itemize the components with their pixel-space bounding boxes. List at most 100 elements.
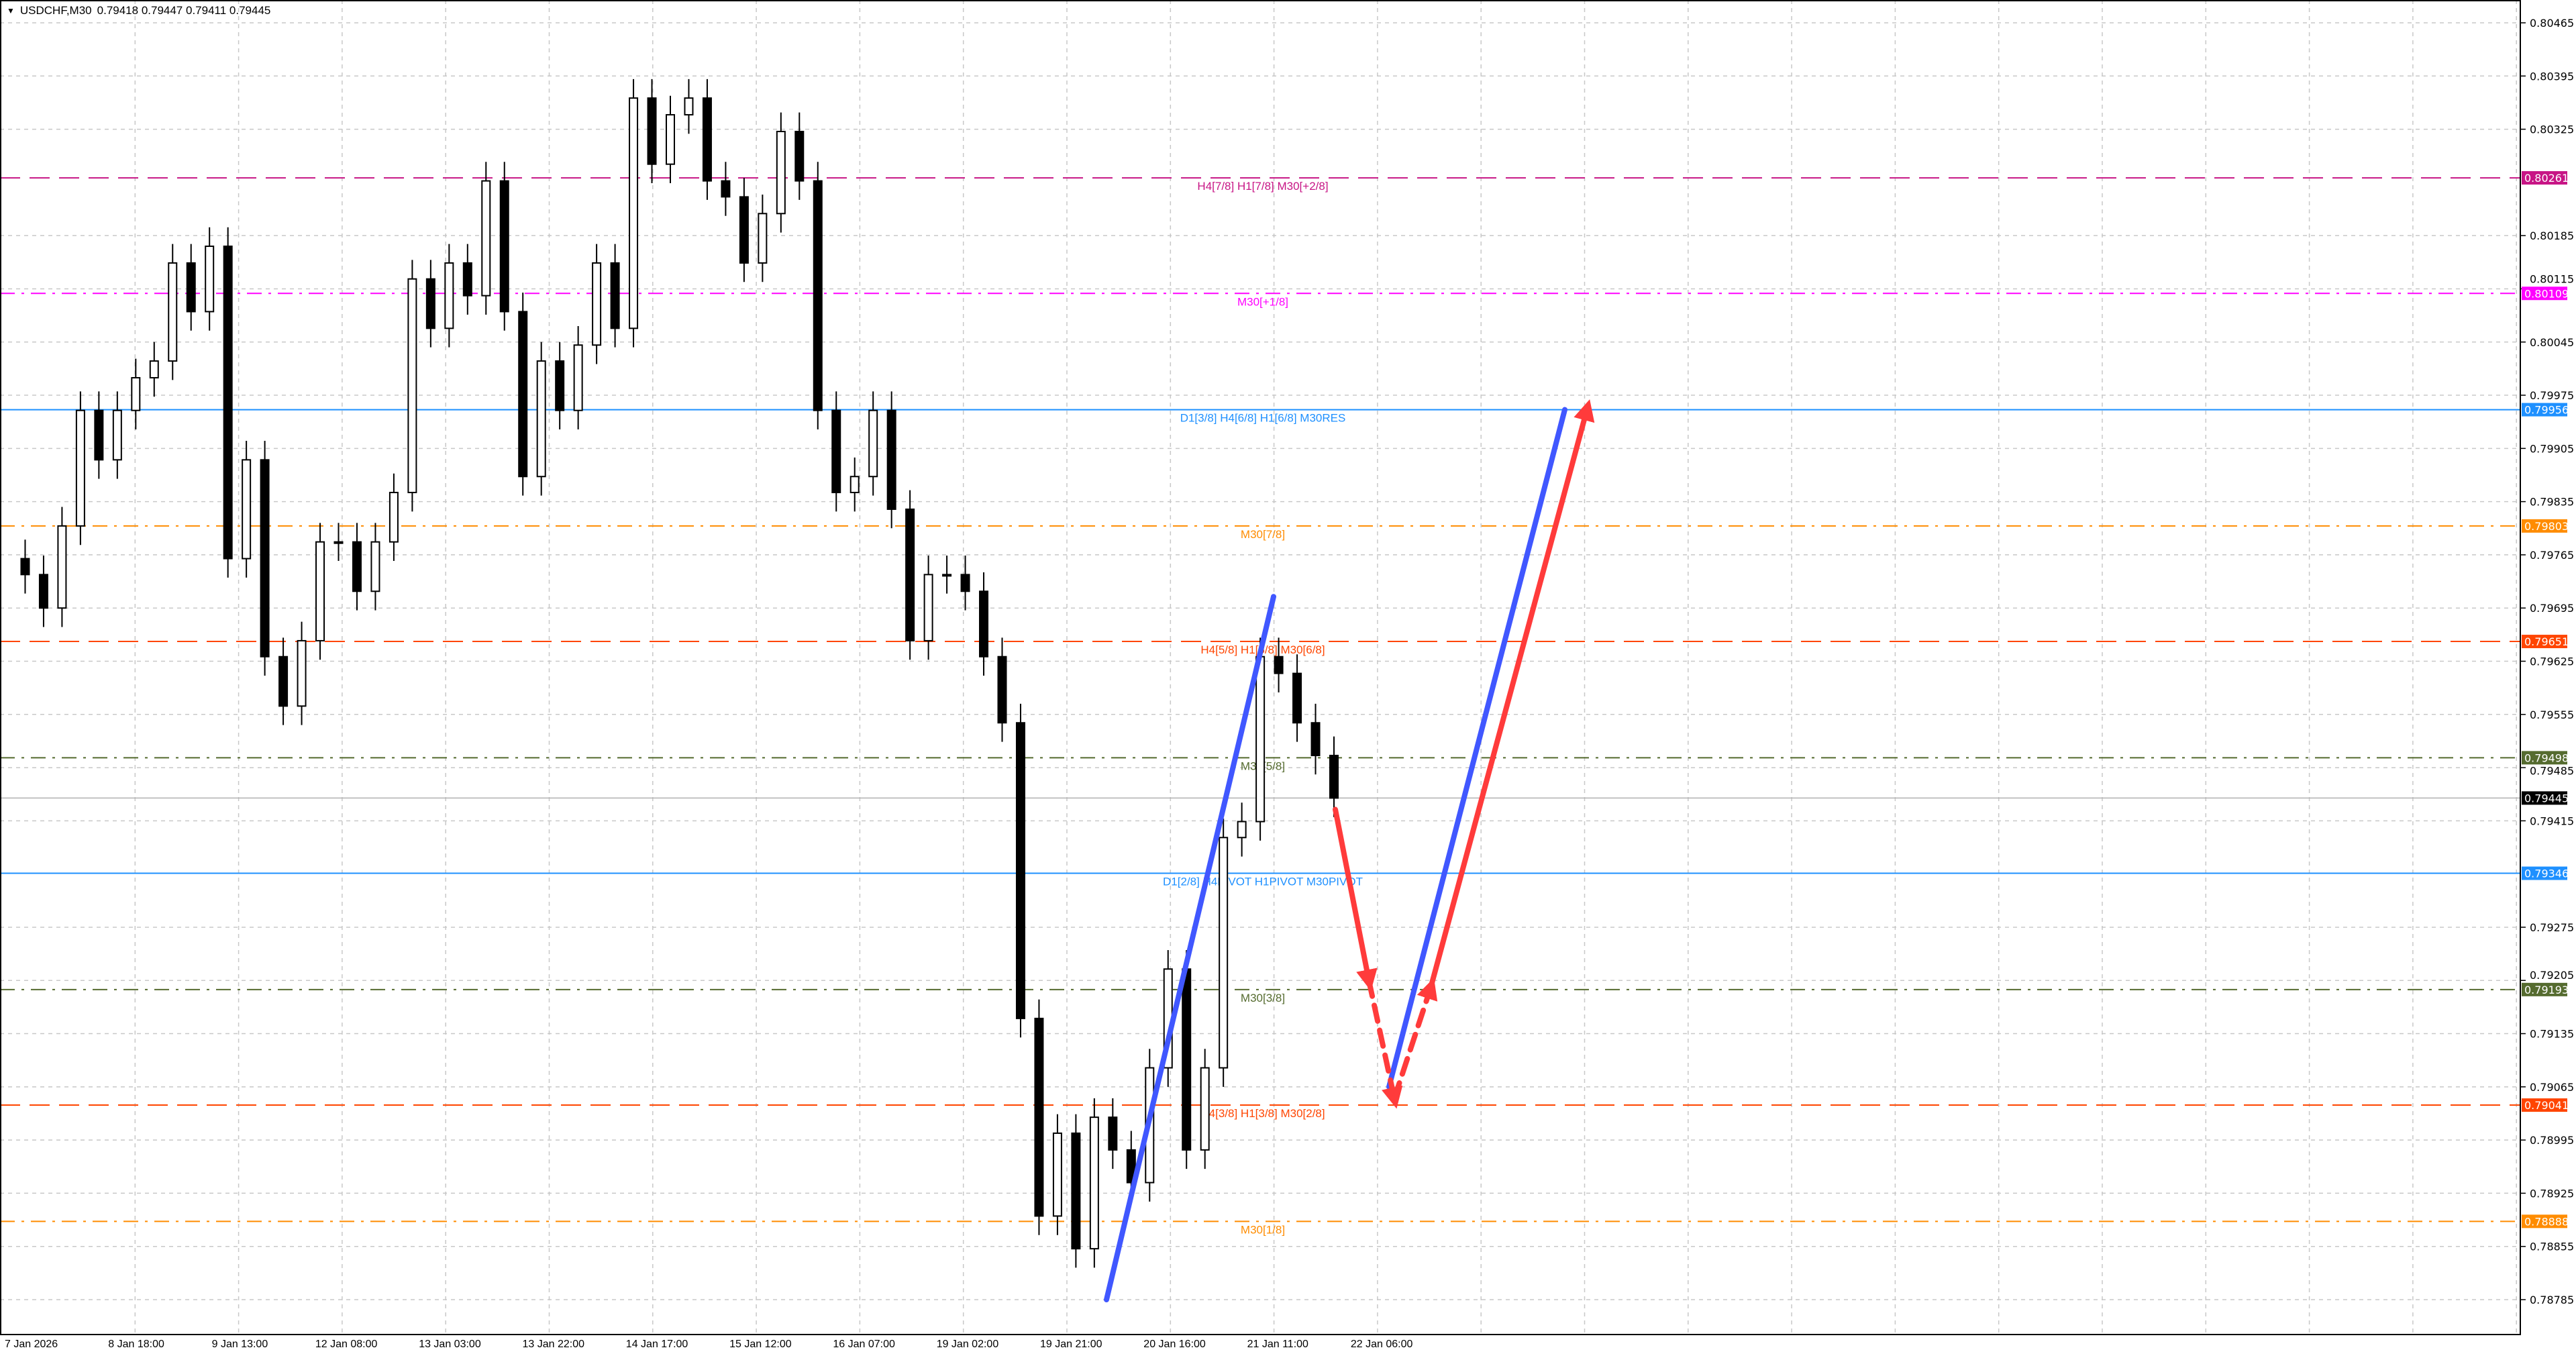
candle-body [38, 574, 48, 609]
level-price-label: 0.80109 [2524, 287, 2569, 300]
level-price-label: 0.79498 [2524, 751, 2569, 764]
level-label: M30[+1/8] [1237, 295, 1288, 308]
current-price-label: 0.79445 [2524, 792, 2569, 804]
candle-body [886, 409, 896, 510]
collapse-triangle-icon[interactable]: ▼ [7, 6, 15, 15]
time-tick-label: 20 Jan 16:00 [1143, 1339, 1206, 1350]
plot-border [0, 0, 2521, 1335]
price-tick-label: 0.78855 [2530, 1241, 2574, 1253]
level-price-badge [2522, 635, 2567, 649]
price-tick-label: 0.80115 [2530, 272, 2574, 285]
candle-body [794, 130, 805, 182]
price-tick-label: 0.80395 [2530, 70, 2574, 83]
price-tick-label: 0.79275 [2530, 921, 2574, 934]
candle-body [758, 213, 768, 264]
price-tick-label: 0.79625 [2530, 656, 2574, 668]
level-label: D1[3/8] H4[6/8] H1[6/8] M30RES [1180, 412, 1346, 425]
candle-body [1255, 656, 1266, 823]
level-price-label: 0.78888 [2524, 1215, 2569, 1228]
time-tick-label: 21 Jan 11:00 [1247, 1339, 1308, 1350]
level-label: M30[1/8] [1241, 1223, 1285, 1236]
blue-trend-line[interactable] [1386, 407, 1567, 1090]
candle-body [997, 656, 1007, 724]
red-dashed-arrow-up[interactable] [1392, 978, 1438, 1101]
price-tick-label: 0.80045 [2530, 336, 2574, 349]
candle-body [868, 409, 878, 478]
time-tick-label: 16 Jan 07:00 [833, 1339, 895, 1350]
candle-body [536, 360, 546, 478]
price-axis[interactable]: 0.80465 0.80395 0.80325 0.80185 0.80115 0.800… [2520, 0, 2574, 1335]
candle-body [149, 360, 159, 378]
candle-body [205, 246, 215, 313]
level-price-badge [2522, 751, 2567, 765]
time-tick-label: 19 Jan 02:00 [937, 1339, 999, 1350]
level-label: M30[7/8] [1241, 528, 1285, 541]
price-tick-label: 0.79835 [2530, 496, 2574, 509]
red-arrow-up[interactable] [1428, 399, 1595, 991]
trend-drawings[interactable] [1104, 399, 1595, 1302]
candle-body [923, 574, 933, 641]
candle-body [20, 558, 30, 576]
symbol-label: USDCHF,M30 [19, 4, 92, 17]
candle-body [407, 278, 417, 494]
blue-trend-line[interactable] [1104, 594, 1276, 1302]
candle-body [1310, 722, 1321, 756]
time-axis[interactable]: 7 Jan 2026 8 Jan 18:00 9 Jan 13:00 12 Jan 0… [5, 1339, 1413, 1350]
time-tick-label: 8 Jan 18:00 [108, 1339, 164, 1350]
candle-body [131, 376, 141, 411]
time-tick-label: 22 Jan 06:00 [1351, 1339, 1413, 1350]
level-price-badge [2522, 1098, 2567, 1112]
candle-body [813, 180, 823, 411]
chart-header: ▼ USDCHF,M30 0.79418 0.79447 0.79411 0.7… [7, 4, 270, 17]
candle-body [1071, 1132, 1081, 1250]
red-arrow-down[interactable] [1333, 806, 1378, 991]
candle-body [1126, 1149, 1136, 1184]
candle-body [389, 492, 399, 543]
level-price-label: 0.79193 [2524, 984, 2569, 996]
red-dashed-arrow-down[interactable] [1366, 978, 1403, 1109]
candle-body [831, 409, 841, 494]
price-tick-label: 0.79555 [2530, 709, 2574, 721]
candle-body [666, 114, 675, 165]
candle-body [223, 246, 233, 560]
level-price-badge [2522, 866, 2567, 880]
candle-body [610, 262, 620, 329]
price-tick-label: 0.79905 [2530, 442, 2574, 455]
candle-body [444, 262, 454, 329]
price-tick-label: 0.79485 [2530, 764, 2574, 777]
candle-body [629, 97, 639, 329]
candle-body [979, 590, 989, 658]
current-price-badge [2522, 791, 2567, 805]
level-price-label: 0.79041 [2524, 1099, 2569, 1112]
candle-body [1034, 1017, 1044, 1217]
level-price-badge [2522, 171, 2567, 185]
candle-body [481, 180, 491, 297]
candle-body [555, 360, 565, 411]
candle-body [592, 262, 602, 346]
candle-body [57, 525, 67, 609]
price-tick-label: 0.79975 [2530, 389, 2574, 402]
candle-body [94, 409, 104, 461]
candle-body [1182, 968, 1192, 1151]
candle-body [1015, 722, 1025, 1019]
candle-body [499, 180, 509, 313]
price-tick-label: 0.78785 [2530, 1294, 2574, 1306]
candle-body [352, 541, 362, 592]
price-tick-label: 0.79205 [2530, 969, 2574, 982]
level-price-label: 0.79803 [2524, 520, 2569, 533]
price-tick-label: 0.79065 [2530, 1081, 2574, 1094]
candle-body [702, 97, 712, 182]
price-tick-label: 0.80185 [2530, 229, 2574, 242]
candles [20, 79, 1339, 1268]
candle-body [573, 344, 583, 411]
candle-body [112, 409, 122, 461]
candle-body [1089, 1116, 1099, 1250]
candle-body [1052, 1132, 1062, 1217]
price-tick-label: 0.79415 [2530, 815, 2574, 827]
candle-body [684, 97, 694, 116]
candle-body [1200, 1067, 1210, 1151]
candle-body [518, 311, 528, 478]
time-tick-label: 9 Jan 13:00 [212, 1339, 268, 1350]
